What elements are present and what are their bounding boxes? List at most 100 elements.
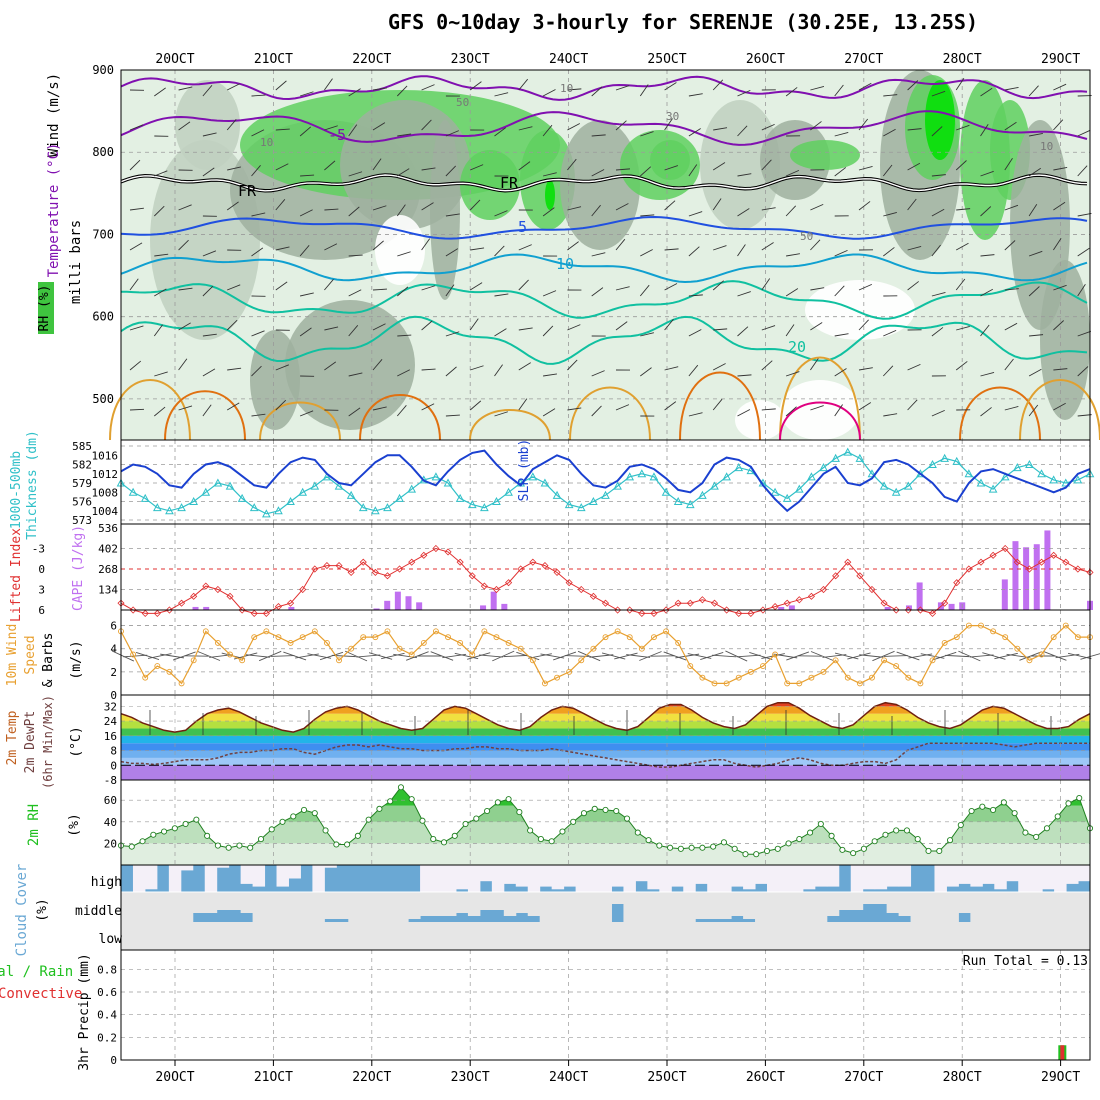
- y-tick-label: 700: [92, 227, 114, 241]
- wind-barb: [202, 285, 214, 297]
- cloud-clear-cell: [132, 892, 146, 922]
- temp-axis-label-3: (6hr Min/Max): [41, 695, 55, 789]
- cape-bar: [1044, 530, 1051, 610]
- rh2m-point: [882, 831, 889, 838]
- li-tick-label: 6: [38, 604, 45, 617]
- contour-label: 20: [788, 338, 806, 356]
- wind-barb: [372, 122, 386, 131]
- cloud-clear-cell: [970, 922, 983, 950]
- cloud-clear-cell: [360, 892, 373, 922]
- rh2m-point: [1011, 810, 1018, 817]
- lifted-index-point: [916, 606, 924, 614]
- wind-barb: [1053, 119, 1064, 131]
- wind-barb: [577, 650, 601, 662]
- thickness-point: [286, 496, 295, 505]
- wind10m-axis-label-2: Speed: [23, 635, 38, 674]
- precip-convective-legend: Convective: [0, 986, 82, 1002]
- wind-barb: [299, 91, 314, 97]
- thickness-point: [819, 463, 828, 472]
- wind-barb: [591, 134, 606, 137]
- x-tick-label-top: 20OCT: [155, 52, 194, 67]
- wind-barb: [1028, 250, 1043, 257]
- wind-speed-point: [566, 668, 573, 675]
- cloud-clear-cell: [587, 892, 601, 922]
- wind-barb: [421, 238, 431, 251]
- wind-barb: [178, 121, 191, 131]
- lifted-index-point: [819, 585, 828, 594]
- cloud-clear-cell: [515, 865, 529, 887]
- wind-barb: [688, 246, 700, 257]
- cloud-clear-cell: [1018, 922, 1031, 950]
- cloud-clear-cell: [934, 922, 947, 950]
- cape-bar: [788, 605, 795, 610]
- cloud-clear-cell: [599, 865, 612, 892]
- slp-tick-label: 1012: [92, 468, 119, 481]
- thickness-point: [431, 472, 441, 481]
- cloud-clear-cell: [288, 922, 301, 950]
- lifted-index-point: [226, 592, 234, 600]
- wind-barb: [980, 124, 989, 137]
- rh2m-point: [171, 825, 178, 832]
- rh2m-point: [182, 820, 189, 828]
- thickness-point: [976, 478, 986, 487]
- rh-legend-swatch: [38, 282, 54, 334]
- wind-barb: [834, 652, 859, 660]
- y-tick-label: 600: [92, 310, 114, 324]
- cloud-clear-cell: [479, 865, 493, 882]
- thickness-point: [649, 472, 659, 481]
- wind-speed-point: [166, 668, 173, 675]
- cloud-clear-cell: [300, 922, 313, 950]
- rh2m-point: [344, 841, 351, 848]
- thickness-point: [177, 503, 186, 512]
- wind-barb: [567, 123, 581, 131]
- wind-barb: [615, 404, 630, 411]
- thickness-point: [165, 506, 174, 515]
- wind-barb: [712, 654, 737, 658]
- cloud-clear-cell: [970, 865, 983, 887]
- cloud-clear-cell: [372, 892, 385, 922]
- wind-barb: [1077, 284, 1086, 297]
- wind-speed-point: [481, 628, 488, 635]
- x-tick-label-top: 22OCT: [352, 52, 391, 67]
- cloud-clear-cell: [132, 922, 146, 950]
- temp-axis-label-2: 2m DewPt: [23, 711, 38, 774]
- thickness-point: [443, 478, 453, 487]
- cloud-clear-cell: [156, 922, 170, 950]
- wind-barb: [883, 212, 897, 217]
- cloud-clear-cell: [491, 865, 505, 892]
- wind-barb: [518, 362, 531, 371]
- cloud-level-label: middle: [75, 904, 122, 919]
- thickness-point: [625, 472, 635, 481]
- wind-barb: [421, 320, 433, 331]
- rh2m-point: [925, 847, 932, 855]
- cloud-clear-cell: [408, 922, 421, 950]
- wind-barb: [1077, 366, 1089, 377]
- wind-speed-point: [844, 674, 851, 681]
- x-tick-label-top: 29OCT: [1041, 52, 1080, 67]
- wind-barb: [785, 288, 799, 297]
- lifted-index-point: [698, 596, 706, 604]
- thickness-point: [843, 447, 853, 456]
- lifted-index-point: [299, 585, 307, 594]
- lifted-index-point: [674, 599, 682, 607]
- cloud-clear-cell: [168, 922, 182, 950]
- wind-barb: [129, 242, 143, 251]
- wind-barb: [664, 248, 679, 251]
- wind-barb: [1019, 651, 1043, 661]
- wind-barb: [494, 127, 507, 137]
- precip-total-legend: Total / Rain: [0, 964, 73, 980]
- x-tick-label-top: 27OCT: [844, 52, 883, 67]
- thickness-point: [613, 481, 622, 490]
- cape-bar: [1012, 541, 1019, 610]
- wind-barb: [945, 654, 970, 658]
- temp-axis-label-1: 2m Temp: [5, 710, 20, 765]
- cloud-clear-cell: [946, 922, 959, 950]
- thickness-tick-label: 579: [72, 477, 92, 490]
- wind-barb: [1077, 247, 1090, 257]
- wind-barb: [445, 248, 459, 257]
- wind-barb: [324, 125, 338, 131]
- cloud-level-label: low: [99, 932, 123, 947]
- lifted-index-point: [638, 609, 646, 617]
- wind-barb: [640, 367, 652, 377]
- wind-speed-point: [808, 674, 815, 681]
